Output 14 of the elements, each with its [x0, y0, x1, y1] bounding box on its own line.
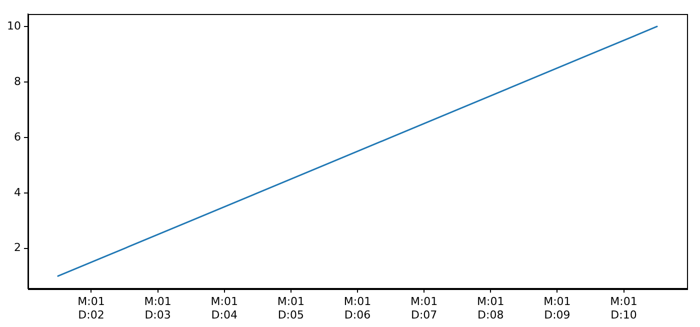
x-tick-label: M:01 D:04	[210, 295, 238, 322]
y-tick-label: 6	[14, 130, 21, 144]
y-tick-label: 8	[14, 74, 21, 88]
y-tick-label: 2	[14, 241, 21, 254]
x-tick-label: M:01 D:02	[78, 295, 105, 322]
x-tick-label: M:01 D:09	[544, 295, 571, 322]
x-tick-label: M:01 D:08	[477, 295, 504, 322]
x-tick-label: M:01 D:06	[344, 295, 372, 322]
y-tick-label: 10	[6, 19, 21, 32]
x-tick-label: M:01 D:10	[610, 295, 638, 322]
x-tick-label: M:01 D:07	[410, 295, 438, 322]
x-tick-label: M:01 D:03	[144, 295, 172, 322]
x-tick-label: M:01 D:05	[277, 295, 305, 322]
y-tick-label: 4	[14, 186, 21, 199]
